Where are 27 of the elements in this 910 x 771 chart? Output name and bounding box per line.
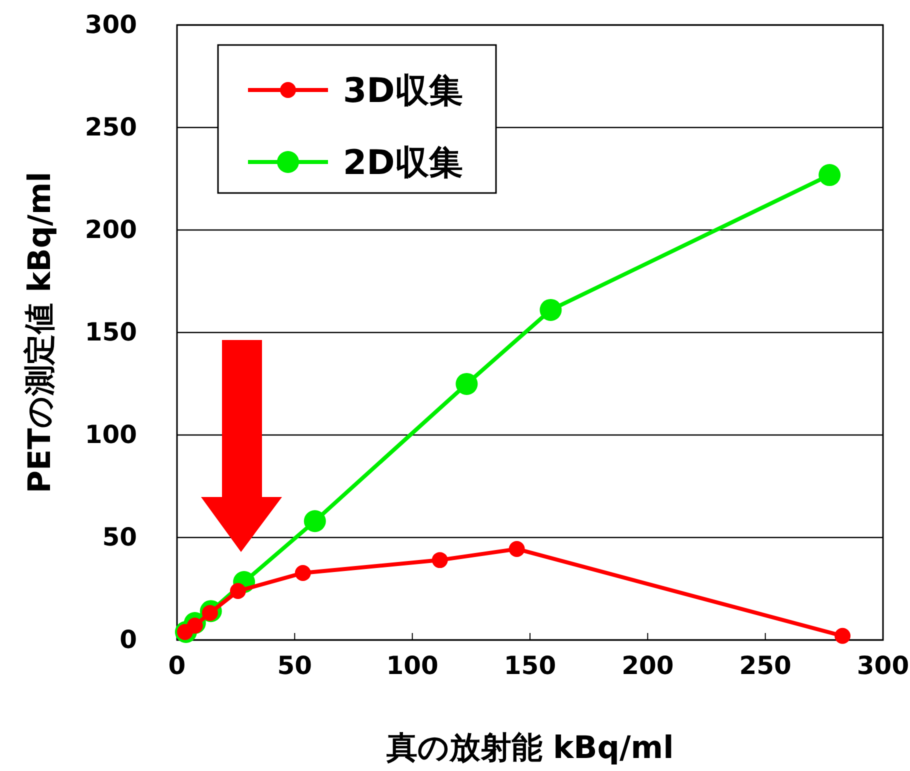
- x-tick-label: 50: [277, 650, 312, 680]
- point: [818, 164, 841, 186]
- x-tick-label: 0: [168, 650, 186, 680]
- point: [230, 583, 246, 599]
- y-tick-label: 200: [84, 215, 137, 244]
- point: [540, 298, 562, 321]
- y-tick-label: 50: [102, 522, 137, 552]
- y-tick-label: 300: [84, 10, 137, 39]
- y-tick-label: 100: [84, 420, 137, 449]
- point: [456, 372, 478, 395]
- y-tick-label: 250: [84, 112, 137, 142]
- y-tick-label: 150: [84, 318, 137, 346]
- point: [432, 552, 448, 568]
- x-tick-label: 300: [856, 650, 910, 680]
- legend-label: 3D収集: [343, 71, 463, 111]
- x-tick-label: 250: [739, 650, 792, 680]
- legend-label: 2D収集: [343, 143, 463, 183]
- x-tick-label: 100: [386, 650, 438, 680]
- point: [508, 541, 525, 557]
- x-axis-title: 真の放射能 kBq/ml: [385, 730, 674, 766]
- x-tick-label: 200: [622, 650, 674, 680]
- y-tick-label: 0: [120, 625, 137, 654]
- x-tick-label: 150: [504, 650, 556, 680]
- point: [294, 565, 311, 581]
- point: [834, 628, 850, 644]
- y-axis-title: PETの測定値 kBq/ml: [22, 172, 58, 494]
- point: [304, 510, 326, 532]
